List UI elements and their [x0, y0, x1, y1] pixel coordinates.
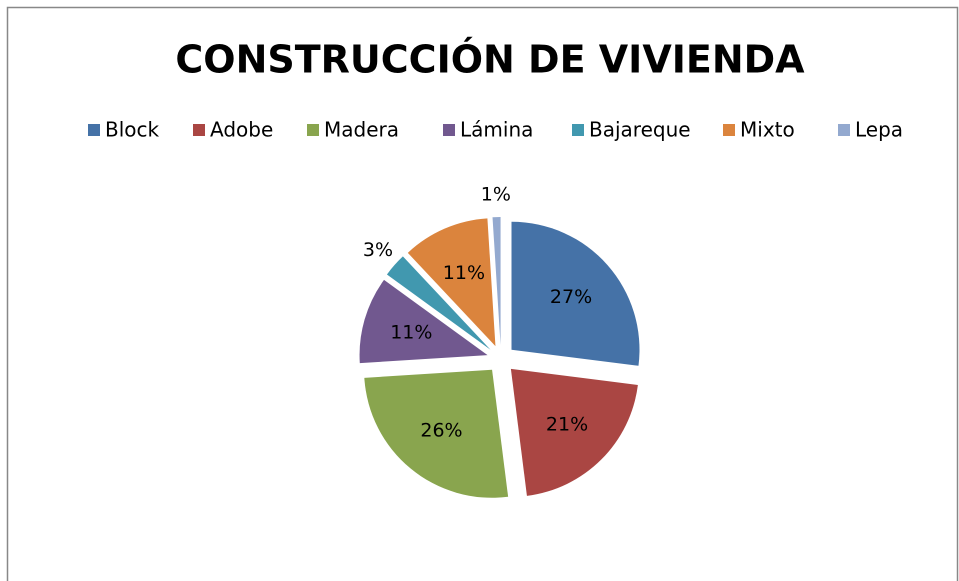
legend-swatch	[572, 124, 584, 136]
legend-label: Adobe	[210, 118, 273, 142]
pie-slice	[510, 368, 638, 496]
legend-swatch	[723, 124, 735, 136]
pie-slice	[359, 279, 488, 364]
legend-swatch	[443, 124, 455, 136]
legend-label: Block	[105, 118, 160, 142]
pie-slice	[492, 217, 501, 346]
legend-swatch	[838, 124, 850, 136]
legend-swatch	[88, 124, 100, 136]
data-label: 1%	[481, 184, 511, 206]
chart-title: CONSTRUCCIÓN DE VIVIENDA	[175, 38, 805, 82]
legend-swatch	[307, 124, 319, 136]
pie-slice	[511, 221, 640, 366]
legend-label: Lepa	[855, 118, 903, 142]
data-label: 27%	[550, 286, 592, 308]
legend-label: Lámina	[460, 118, 533, 142]
data-label: 11%	[443, 262, 485, 284]
data-label: 11%	[390, 321, 432, 343]
legend-label: Bajareque	[589, 118, 691, 142]
data-label: 3%	[363, 239, 393, 261]
pie-slice	[364, 369, 509, 498]
legend-label: Mixto	[740, 118, 795, 142]
pie-slice	[407, 218, 496, 347]
legend-swatch	[193, 124, 205, 136]
pie-slice	[386, 256, 491, 350]
data-label: 26%	[420, 419, 462, 441]
data-label: 21%	[546, 414, 588, 436]
legend-label: Madera	[324, 118, 399, 142]
